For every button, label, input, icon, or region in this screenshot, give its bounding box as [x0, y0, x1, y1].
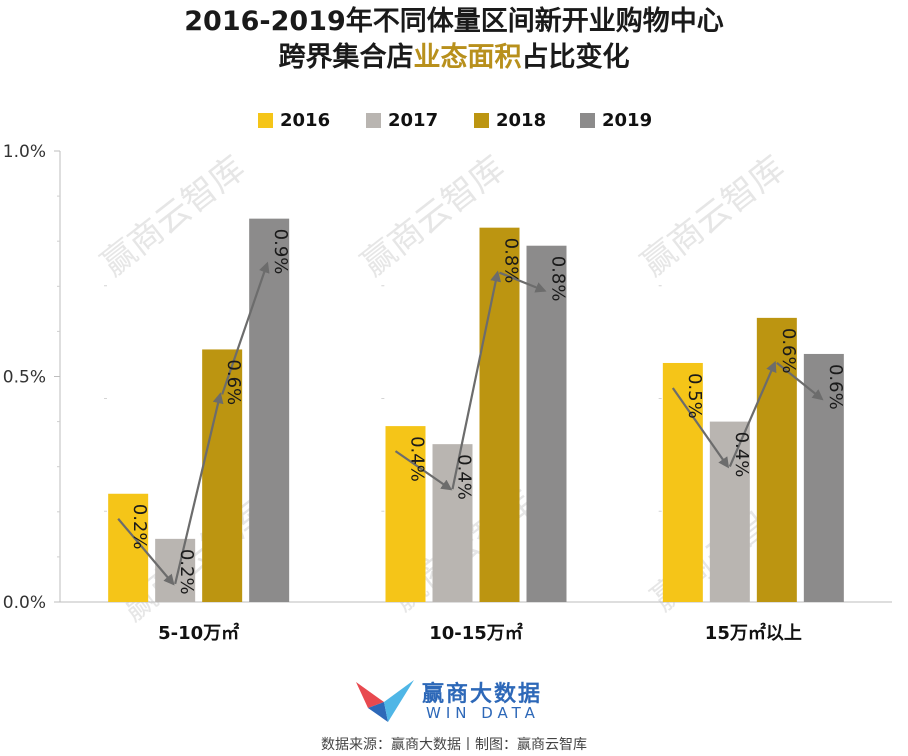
watermark-text: 赢商云智库 [634, 148, 793, 284]
trend-arrow [174, 392, 224, 585]
legend-item-2016: 2016 [258, 108, 330, 132]
data-labels: 0.2% 0.2% 0.6% 0.9% 0.4% 0.4% 0.8% 0.8% 0.5% 0.4%… [129, 229, 846, 595]
win-data-logo-icon [356, 680, 414, 722]
x-tick-label: 5-10万㎡ [158, 622, 239, 644]
axes: 0.0% 0.5% 1.0% 5-10万㎡ 10-15万㎡ 15万㎡以上 [3, 142, 892, 644]
bar-2017 [432, 444, 473, 602]
legend-label-2016: 2016 [280, 109, 331, 131]
chart-title: 2016-2019年不同体量区间新开业购物中心 跨界集合店业态面积占比变化 [0, 4, 908, 76]
bar-2016 [385, 426, 426, 602]
bar-2018 [756, 317, 797, 602]
data-label: 0.8% [501, 238, 522, 284]
trend-arrow [451, 270, 502, 490]
legend: 2016 2017 2018 2019 [0, 108, 908, 132]
legend-item-2018: 2018 [474, 108, 546, 132]
bar-2019 [803, 353, 844, 602]
trend-arrow [394, 450, 453, 491]
x-tick-label: 10-15万㎡ [429, 622, 523, 644]
trend-arrow [221, 261, 270, 395]
legend-label-2018: 2018 [496, 109, 547, 131]
data-label: 0.9% [270, 229, 291, 275]
legend-swatch-2018 [474, 112, 489, 128]
y-tick-label: 0.0% [3, 593, 46, 613]
watermark-text: 赢商云智库 [94, 148, 253, 284]
data-label: 0.6% [825, 364, 846, 410]
data-label: 0.2% [129, 504, 150, 550]
data-label: 0.8% [548, 256, 569, 302]
data-label: 0.2% [176, 549, 197, 595]
legend-swatch-2019 [580, 112, 595, 128]
trend-arrow [117, 518, 175, 586]
title-line-2-highlight: 业态面积 [413, 42, 522, 73]
title-line-2: 跨界集合店业态面积占比变化 [0, 40, 908, 76]
legend-item-2019: 2019 [580, 108, 652, 132]
data-label: 0.5% [684, 373, 705, 419]
legend-swatch-2016 [258, 112, 273, 128]
y-tick-label: 1.0% [3, 142, 46, 162]
legend-label-2017: 2017 [388, 109, 439, 131]
title-line-2-a: 跨界集合店 [278, 42, 414, 73]
data-label: 0.4% [731, 432, 752, 478]
y-tick-label: 0.5% [3, 368, 46, 388]
legend-item-2017: 2017 [366, 108, 438, 132]
trend-arrow [776, 362, 824, 401]
title-line-1: 2016-2019年不同体量区间新开业购物中心 [184, 6, 724, 37]
trend-arrow [499, 271, 547, 293]
bar-2019 [526, 245, 567, 602]
brand-logo: 赢商大数据 WIN DATA [354, 676, 564, 724]
x-tick-label: 15万㎡以上 [705, 622, 802, 644]
bar-2018 [479, 227, 520, 603]
bar-2019 [249, 218, 290, 602]
data-label: 0.4% [454, 454, 475, 500]
title-line-2-b: 占比变化 [521, 42, 630, 73]
logo-name: 赢商大数据 [422, 682, 543, 707]
data-label: 0.4% [407, 436, 428, 482]
logo-sub: WIN DATA [426, 704, 540, 722]
legend-label-2019: 2019 [602, 109, 653, 131]
trend-arrow [671, 387, 730, 469]
data-label: 0.6% [223, 359, 244, 405]
trend-arrows [117, 261, 824, 586]
bars [108, 218, 844, 603]
data-label: 0.6% [778, 328, 799, 374]
source-note: 数据来源：赢商大数据丨制图：赢商云智库 [321, 737, 587, 753]
legend-swatch-2017 [366, 112, 381, 128]
trend-arrow [728, 360, 777, 468]
